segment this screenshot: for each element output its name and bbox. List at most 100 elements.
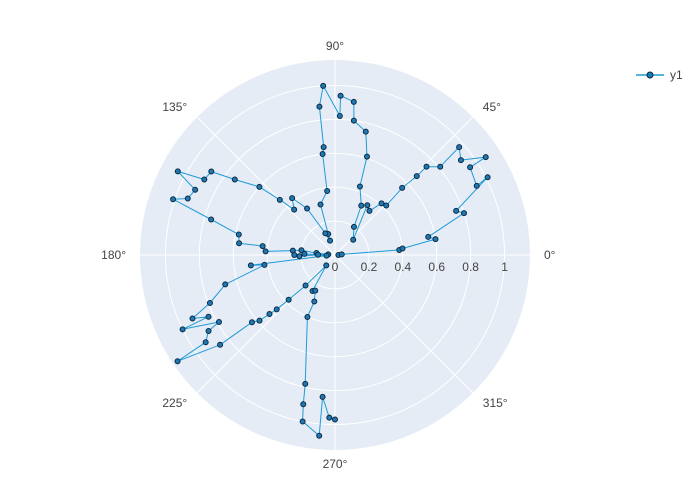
- data-point[interactable]: [363, 153, 370, 160]
- data-point[interactable]: [304, 205, 311, 212]
- data-point[interactable]: [456, 144, 463, 151]
- angular-gridline-7: [334, 254, 474, 394]
- data-point[interactable]: [304, 313, 311, 320]
- data-point[interactable]: [192, 186, 199, 193]
- data-point[interactable]: [259, 243, 266, 250]
- data-point[interactable]: [366, 207, 373, 214]
- data-point[interactable]: [319, 393, 326, 400]
- data-point[interactable]: [174, 168, 181, 175]
- data-point[interactable]: [362, 128, 369, 135]
- angular-tick-label: 90°: [326, 39, 344, 53]
- data-point[interactable]: [302, 282, 309, 289]
- data-point[interactable]: [291, 252, 298, 258]
- data-point[interactable]: [205, 327, 212, 334]
- data-point[interactable]: [350, 223, 357, 230]
- data-point[interactable]: [399, 184, 406, 191]
- data-point[interactable]: [236, 240, 243, 247]
- data-point[interactable]: [312, 287, 319, 294]
- data-point[interactable]: [261, 261, 268, 268]
- data-point[interactable]: [256, 183, 263, 190]
- data-point[interactable]: [336, 113, 343, 120]
- angular-gridline-5: [196, 254, 336, 394]
- data-point[interactable]: [319, 151, 326, 158]
- data-point[interactable]: [189, 315, 196, 322]
- data-point[interactable]: [300, 401, 307, 408]
- data-point[interactable]: [350, 236, 357, 243]
- legend[interactable]: y1: [636, 68, 683, 82]
- data-point[interactable]: [247, 262, 254, 269]
- data-point[interactable]: [323, 262, 330, 269]
- data-point[interactable]: [326, 414, 333, 421]
- data-point[interactable]: [320, 144, 327, 151]
- data-point[interactable]: [266, 310, 273, 317]
- data-point[interactable]: [457, 157, 464, 164]
- data-point[interactable]: [205, 313, 212, 320]
- data-point[interactable]: [350, 117, 357, 124]
- legend-item-y1[interactable]: y1: [636, 68, 683, 82]
- data-point[interactable]: [322, 230, 329, 237]
- data-point[interactable]: [184, 195, 191, 202]
- data-point[interactable]: [320, 82, 327, 89]
- data-point[interactable]: [425, 233, 432, 240]
- data-point[interactable]: [276, 196, 283, 203]
- data-point[interactable]: [432, 236, 439, 243]
- data-point[interactable]: [291, 206, 298, 213]
- data-point[interactable]: [231, 176, 238, 183]
- data-point[interactable]: [179, 326, 186, 333]
- data-point[interactable]: [437, 163, 444, 170]
- data-point[interactable]: [298, 247, 305, 254]
- data-point[interactable]: [202, 339, 209, 346]
- data-point[interactable]: [383, 202, 390, 209]
- data-point[interactable]: [324, 188, 331, 195]
- data-point[interactable]: [273, 306, 280, 313]
- data-point[interactable]: [358, 202, 365, 209]
- data-point[interactable]: [337, 92, 344, 99]
- data-point[interactable]: [170, 196, 177, 203]
- data-point[interactable]: [302, 380, 309, 387]
- data-point[interactable]: [323, 252, 330, 259]
- radial-tick-label: 0.6: [428, 260, 445, 274]
- data-point[interactable]: [217, 341, 224, 348]
- data-point[interactable]: [413, 173, 420, 180]
- data-point[interactable]: [364, 202, 371, 209]
- data-point[interactable]: [315, 251, 322, 258]
- data-point[interactable]: [299, 418, 306, 425]
- data-point[interactable]: [296, 253, 303, 260]
- data-point[interactable]: [208, 216, 215, 223]
- data-point[interactable]: [332, 416, 338, 423]
- data-point[interactable]: [327, 237, 334, 244]
- data-point[interactable]: [350, 98, 357, 105]
- data-point[interactable]: [316, 103, 323, 110]
- data-point[interactable]: [338, 251, 345, 258]
- data-point[interactable]: [461, 210, 468, 217]
- data-point[interactable]: [174, 358, 181, 365]
- data-point[interactable]: [215, 318, 222, 325]
- series-layer[interactable]: [170, 82, 491, 439]
- data-point[interactable]: [467, 164, 474, 171]
- data-point[interactable]: [235, 231, 242, 238]
- data-point[interactable]: [311, 298, 318, 305]
- data-point[interactable]: [453, 207, 460, 214]
- data-point[interactable]: [201, 176, 208, 183]
- data-point[interactable]: [317, 201, 324, 208]
- data-point[interactable]: [222, 281, 229, 288]
- data-point[interactable]: [289, 195, 296, 202]
- data-point[interactable]: [256, 317, 263, 324]
- data-point[interactable]: [473, 182, 480, 189]
- legend-marker-swatch: [646, 71, 654, 79]
- angular-tick-label: 45°: [483, 100, 501, 114]
- data-point[interactable]: [208, 168, 215, 175]
- data-point[interactable]: [356, 183, 363, 190]
- data-point[interactable]: [482, 154, 489, 161]
- data-point[interactable]: [484, 174, 491, 181]
- data-point[interactable]: [423, 163, 430, 170]
- data-point[interactable]: [399, 245, 406, 252]
- data-point[interactable]: [248, 319, 255, 326]
- data-point[interactable]: [301, 250, 308, 257]
- data-point[interactable]: [378, 200, 385, 207]
- data-point[interactable]: [285, 296, 292, 303]
- data-point[interactable]: [262, 248, 269, 255]
- data-point[interactable]: [206, 300, 213, 307]
- data-point[interactable]: [316, 432, 323, 439]
